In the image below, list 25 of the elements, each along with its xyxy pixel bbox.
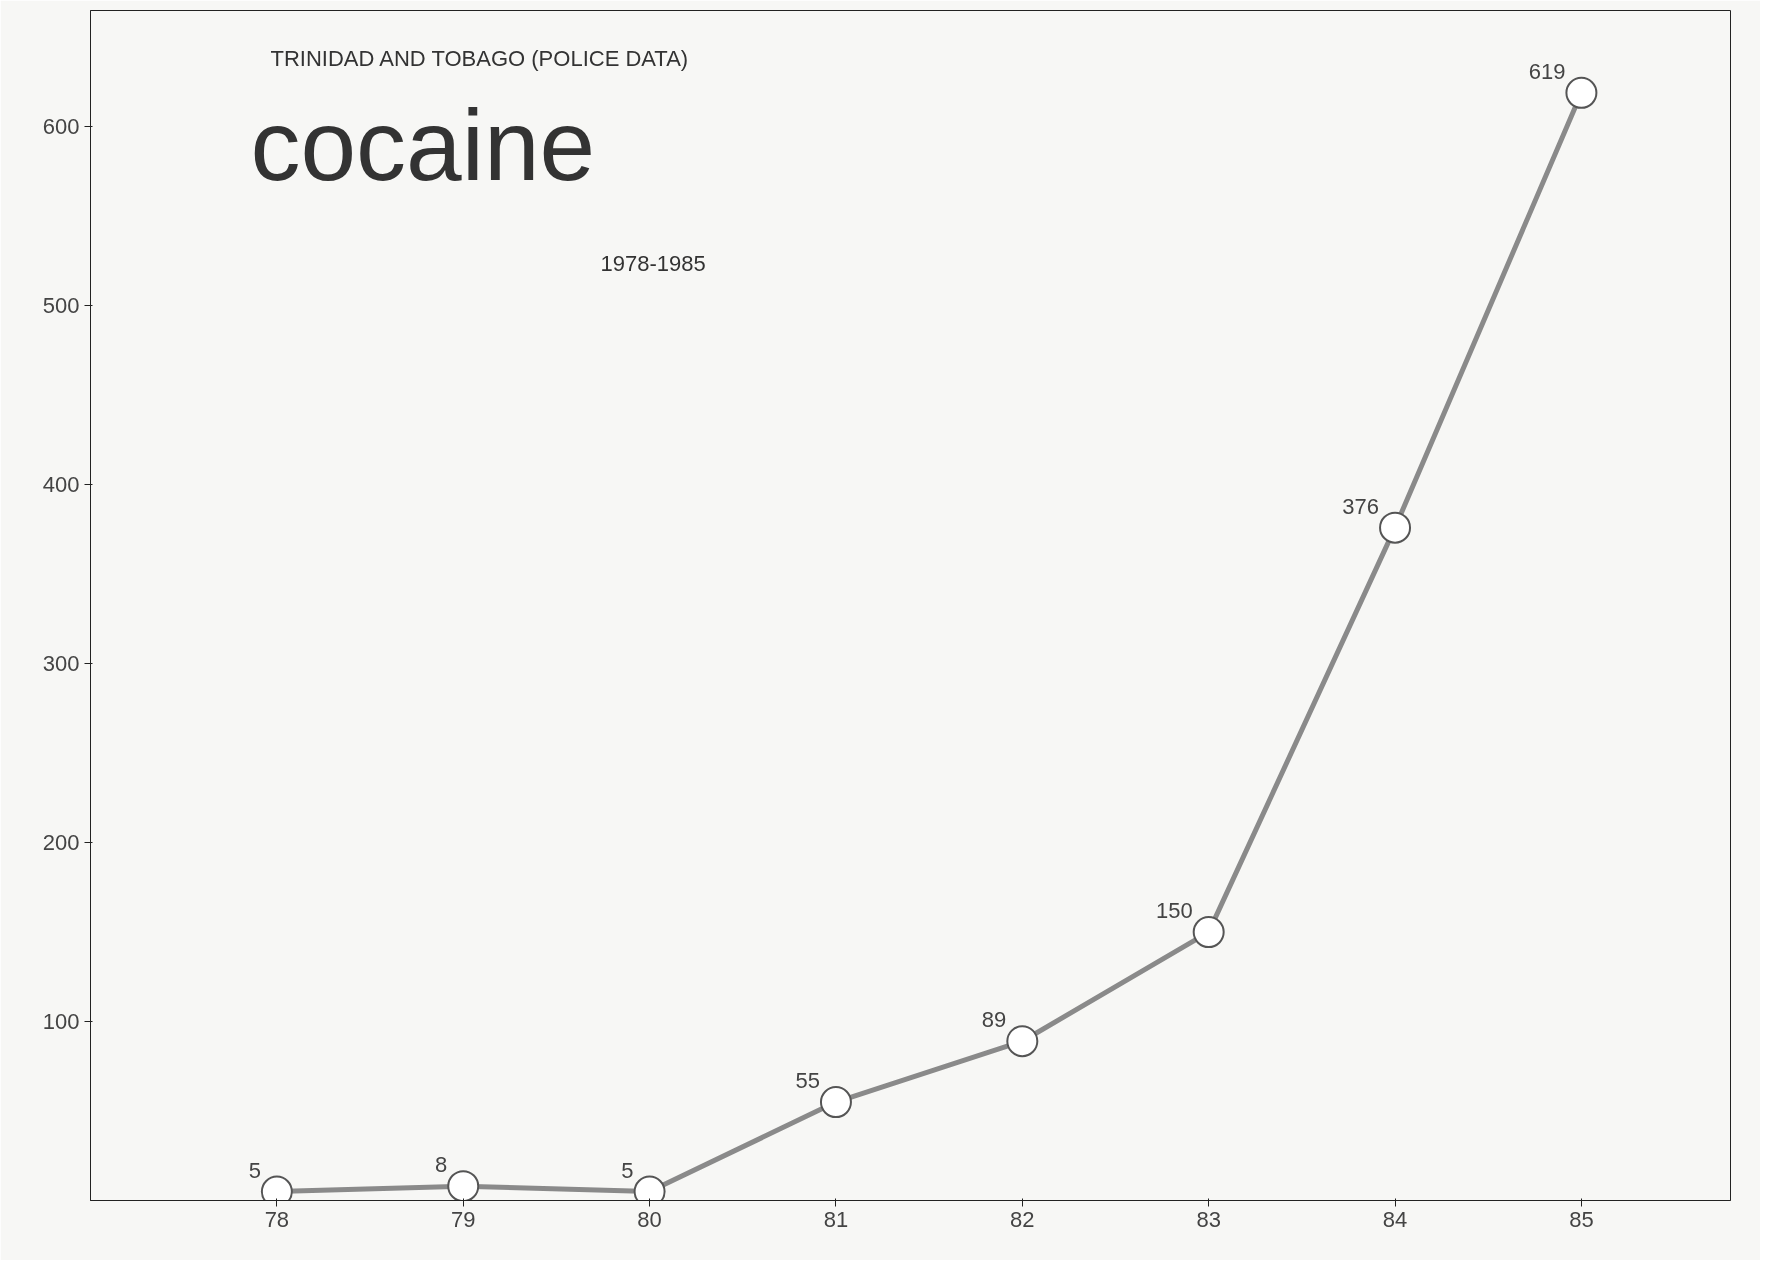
x-tick-label: 85 bbox=[1569, 1206, 1594, 1232]
x-tick-label: 78 bbox=[264, 1206, 290, 1232]
y-tick-label: 400 bbox=[42, 472, 80, 498]
data-label: 8 bbox=[434, 1152, 448, 1178]
annotation: 1978-1985 bbox=[600, 250, 706, 276]
text: TRINIDAD AND TOBAGO (POLICE DATA) bbox=[270, 45, 689, 71]
data-label: 619 bbox=[1528, 58, 1566, 84]
data-label: 55 bbox=[795, 1068, 820, 1094]
data-label: 150 bbox=[1155, 898, 1193, 924]
x-tick-label: 83 bbox=[1196, 1206, 1221, 1232]
x-tick-label: 80 bbox=[637, 1206, 662, 1232]
x-tick-label: 84 bbox=[1382, 1206, 1408, 1232]
y-tick-label: 200 bbox=[42, 830, 80, 856]
data-label: 376 bbox=[1342, 493, 1380, 519]
y-tick-label: 600 bbox=[42, 114, 80, 140]
x-tick-label: 82 bbox=[1010, 1206, 1035, 1232]
x-tick-label: 79 bbox=[450, 1206, 476, 1232]
data-label: 5 bbox=[248, 1157, 261, 1183]
data-label: 89 bbox=[981, 1007, 1007, 1033]
x-tick-label: 81 bbox=[823, 1206, 849, 1232]
y-tick-label: 500 bbox=[42, 293, 80, 319]
y-tick-label: 300 bbox=[42, 651, 80, 677]
y-tick-label: 100 bbox=[42, 1009, 80, 1035]
text: cocaine bbox=[250, 88, 596, 201]
data-label: 5 bbox=[621, 1157, 634, 1183]
